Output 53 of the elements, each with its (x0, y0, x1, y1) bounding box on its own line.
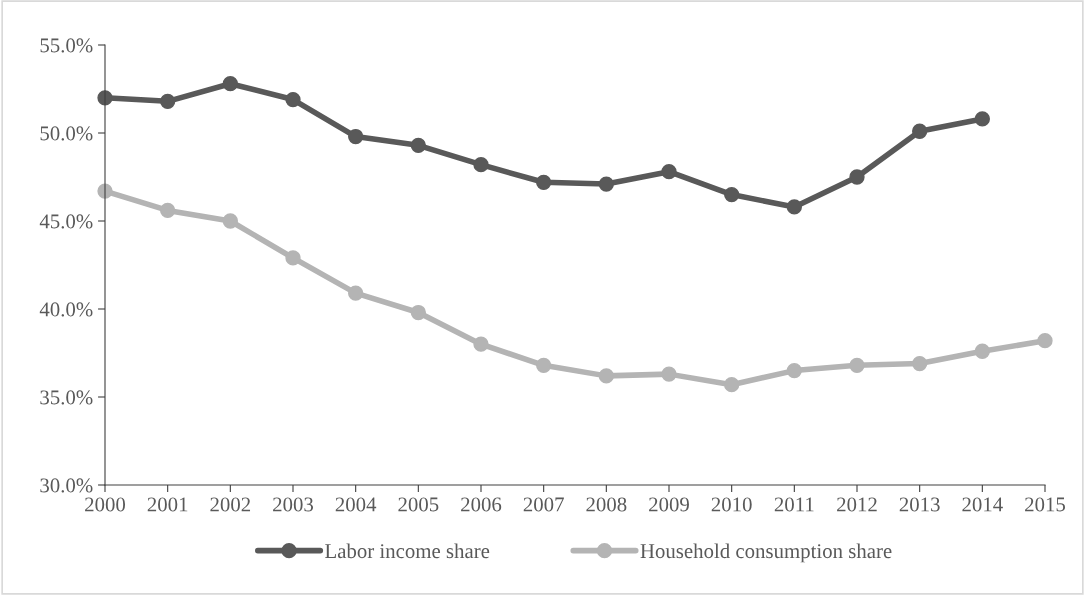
point (786, 199, 802, 215)
x-tick-label: 2010 (711, 497, 752, 512)
x-tick-label: 2001 (147, 497, 188, 512)
point (285, 250, 301, 266)
point (661, 164, 677, 180)
x-tick-label: 2011 (774, 497, 814, 512)
point (661, 366, 677, 382)
legend-label: Labor income share (325, 543, 490, 559)
point (598, 176, 614, 192)
point (285, 91, 301, 108)
x-tick-label: 2009 (649, 497, 689, 512)
x-tick-label: 2008 (586, 497, 627, 512)
point (912, 355, 928, 372)
point (724, 186, 740, 203)
point (160, 93, 176, 109)
x-tick-label: 2006 (461, 497, 502, 512)
point (348, 128, 364, 145)
point (473, 157, 489, 173)
y-tick-label: 40.0% (39, 302, 93, 317)
x-tick-label: 2007 (523, 497, 564, 512)
y-tick-label: 50.0% (40, 126, 93, 141)
point (348, 285, 364, 301)
point (849, 357, 865, 373)
x-tick-label: 2005 (398, 497, 439, 512)
point (912, 123, 928, 139)
x-tick-label: 2014 (962, 497, 1003, 512)
x-tick-label: 2000 (85, 497, 126, 512)
point (160, 202, 176, 219)
x-tick-label: 2013 (899, 497, 940, 512)
legend-label: Household consumption share (640, 543, 892, 563)
point (598, 368, 614, 384)
point (473, 336, 489, 352)
y-tick-label: 35.0% (40, 390, 93, 405)
y-tick-label: 30.0% (40, 478, 93, 493)
x-tick-label: 2003 (273, 497, 314, 512)
point (974, 111, 990, 127)
point (222, 213, 238, 229)
point (849, 169, 865, 185)
point (536, 357, 552, 373)
point (410, 137, 426, 153)
y-tick-label: 55.0% (40, 38, 93, 53)
point (974, 343, 990, 359)
point (410, 304, 426, 321)
y-tick-label: 45.0% (39, 214, 93, 229)
x-tick-label: 2004 (335, 497, 377, 512)
point (724, 377, 740, 393)
x-tick-label: 2015 (1025, 497, 1066, 512)
x-tick-label: 2002 (210, 497, 251, 512)
x-tick-label: 2012 (837, 497, 877, 512)
point (1037, 333, 1053, 349)
point (786, 362, 802, 379)
point (222, 76, 238, 92)
point (536, 174, 552, 190)
